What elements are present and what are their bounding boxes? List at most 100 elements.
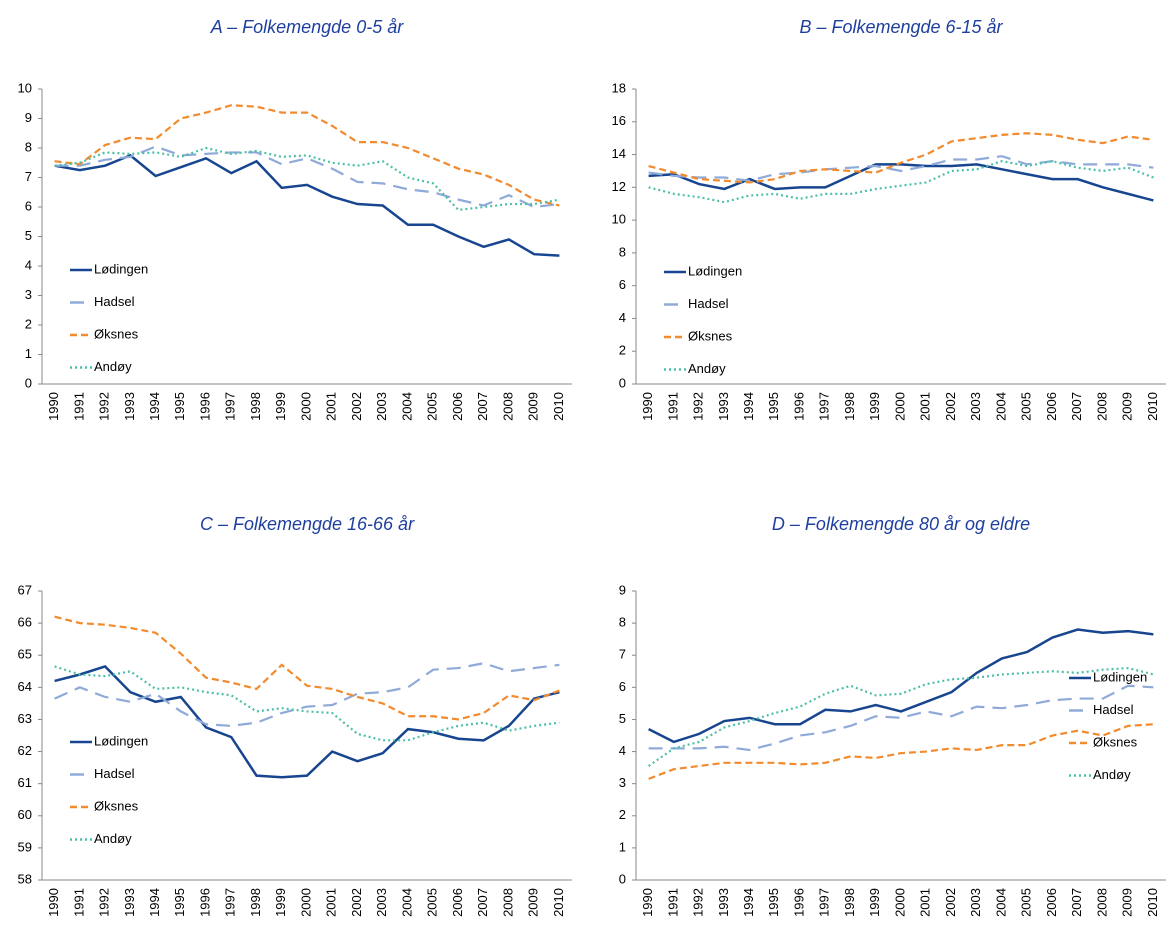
x-tick-label: 1990 (46, 888, 61, 917)
y-tick-label: 7 (25, 169, 32, 184)
x-tick-label: 2004 (993, 392, 1008, 421)
legend-label: Hadsel (94, 294, 135, 309)
y-tick-label: 2 (619, 807, 626, 822)
y-tick-label: 10 (612, 212, 626, 227)
y-tick-label: 10 (18, 80, 32, 95)
x-tick-label: 1998 (248, 392, 263, 421)
y-tick-label: 5 (619, 711, 626, 726)
series-line (648, 628, 1154, 744)
x-tick-label: 2008 (500, 392, 515, 421)
y-tick-label: 9 (25, 110, 32, 125)
y-tick-label: 6 (619, 277, 626, 292)
x-tick-label: 2006 (1044, 392, 1059, 421)
legend-label: Øksnes (94, 326, 139, 341)
y-tick-label: 61 (18, 775, 32, 790)
x-tick-label: 2005 (425, 888, 440, 917)
x-tick-label: 2001 (324, 888, 339, 917)
x-tick-label: 1992 (97, 888, 112, 917)
y-tick-label: 0 (619, 375, 626, 390)
x-tick-label: 1995 (766, 888, 781, 917)
x-tick-label: 2007 (1069, 392, 1084, 421)
x-tick-label: 2005 (425, 392, 440, 421)
x-tick-label: 2002 (943, 392, 958, 421)
x-tick-label: 2006 (450, 392, 465, 421)
y-tick-label: 0 (619, 871, 626, 886)
legend-label: Lødingen (94, 261, 148, 276)
x-tick-label: 1993 (716, 888, 731, 917)
y-tick-label: 9 (619, 582, 626, 597)
x-tick-label: 2004 (993, 888, 1008, 917)
x-tick-label: 1990 (46, 392, 61, 421)
x-tick-label: 2010 (1145, 888, 1160, 917)
y-tick-label: 63 (18, 711, 32, 726)
series-line (54, 146, 560, 212)
x-tick-label: 2004 (399, 392, 414, 421)
chart-title: D – Folkemengde 80 år og eldre (772, 514, 1030, 534)
y-tick-label: 0 (25, 375, 32, 390)
x-tick-label: 1990 (640, 888, 655, 917)
series-line (54, 665, 560, 779)
x-tick-label: 1997 (817, 888, 832, 917)
x-tick-label: 2009 (526, 888, 541, 917)
x-tick-label: 2010 (551, 392, 566, 421)
x-tick-label: 2001 (918, 888, 933, 917)
x-tick-label: 1998 (248, 888, 263, 917)
x-tick-label: 2000 (298, 888, 313, 917)
x-tick-label: 1993 (716, 392, 731, 421)
x-tick-label: 2009 (1120, 888, 1135, 917)
x-tick-label: 1994 (741, 392, 756, 421)
x-tick-label: 1992 (97, 392, 112, 421)
x-tick-label: 2007 (475, 888, 490, 917)
y-tick-label: 62 (18, 743, 32, 758)
y-tick-label: 8 (619, 244, 626, 259)
x-tick-label: 2000 (892, 392, 907, 421)
x-tick-label: 1997 (223, 888, 238, 917)
x-tick-label: 1991 (665, 392, 680, 421)
x-tick-label: 2002 (349, 392, 364, 421)
chart-title: A – Folkemengde 0-5 år (210, 17, 404, 37)
y-tick-label: 14 (612, 146, 626, 161)
x-tick-label: 1993 (122, 392, 137, 421)
series-line (648, 132, 1154, 184)
x-tick-label: 1994 (741, 888, 756, 917)
y-tick-label: 58 (18, 871, 32, 886)
y-tick-label: 3 (25, 287, 32, 302)
x-tick-label: 1996 (791, 888, 806, 917)
x-tick-label: 2003 (374, 392, 389, 421)
x-tick-label: 1994 (147, 392, 162, 421)
x-tick-label: 1997 (223, 392, 238, 421)
y-tick-label: 8 (619, 615, 626, 630)
y-tick-label: 67 (18, 582, 32, 597)
y-tick-label: 65 (18, 647, 32, 662)
y-tick-label: 12 (612, 179, 626, 194)
x-tick-label: 1991 (665, 888, 680, 917)
x-tick-label: 1997 (817, 392, 832, 421)
legend-label: Lødingen (1093, 669, 1147, 684)
x-tick-label: 1994 (147, 888, 162, 917)
x-tick-label: 1998 (842, 392, 857, 421)
x-tick-label: 2001 (324, 392, 339, 421)
legend-label: Hadsel (1093, 702, 1134, 717)
x-tick-label: 2002 (349, 888, 364, 917)
y-tick-label: 4 (619, 743, 626, 758)
x-tick-label: 1996 (197, 888, 212, 917)
y-tick-label: 5 (25, 228, 32, 243)
y-tick-label: 60 (18, 807, 32, 822)
y-tick-label: 59 (18, 839, 32, 854)
chart-title: B – Folkemengde 6-15 år (799, 17, 1003, 37)
x-tick-label: 2004 (399, 888, 414, 917)
x-tick-label: 2006 (450, 888, 465, 917)
x-tick-label: 2009 (1120, 392, 1135, 421)
legend-label: Andøy (1093, 767, 1131, 782)
x-tick-label: 1993 (122, 888, 137, 917)
x-tick-label: 2000 (892, 888, 907, 917)
legend-label: Øksnes (688, 328, 733, 343)
x-tick-label: 2001 (918, 392, 933, 421)
series-line (648, 163, 1154, 202)
y-tick-label: 3 (619, 775, 626, 790)
y-tick-label: 7 (619, 647, 626, 662)
y-tick-label: 2 (25, 316, 32, 331)
legend-label: Hadsel (688, 296, 729, 311)
x-tick-label: 1999 (867, 392, 882, 421)
x-tick-label: 1992 (691, 888, 706, 917)
